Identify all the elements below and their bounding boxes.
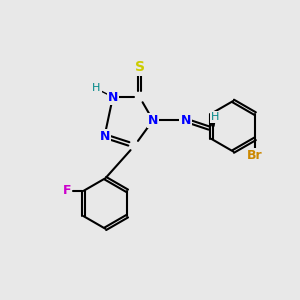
Text: N: N (181, 114, 191, 127)
Text: H: H (211, 112, 220, 122)
Text: F: F (63, 184, 71, 197)
Text: S: S (135, 60, 145, 74)
Text: H: H (92, 83, 101, 93)
Text: N: N (108, 91, 118, 103)
Text: N: N (99, 130, 110, 142)
Text: N: N (148, 114, 158, 127)
Text: Br: Br (247, 149, 263, 162)
